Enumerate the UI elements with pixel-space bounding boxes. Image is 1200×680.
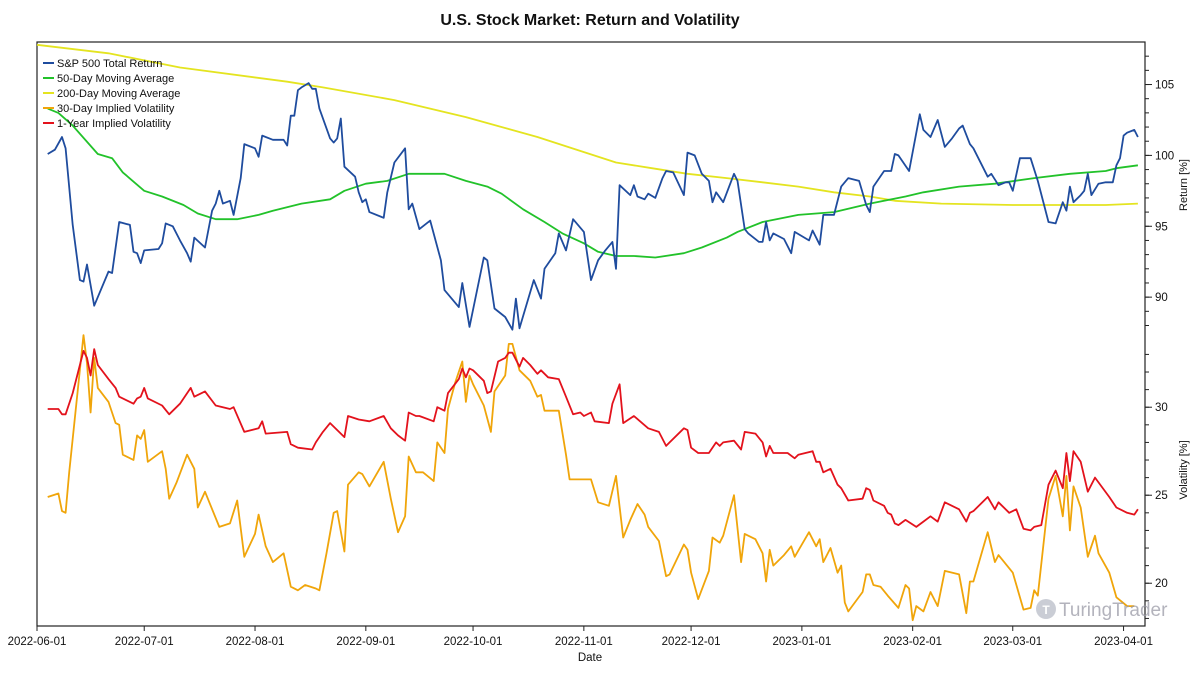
series-layer [36,43,1139,622]
x-tick-label: 2023-01-01 [772,636,831,648]
x-tick-label: 2023-04-01 [1094,636,1153,648]
y-tick-label-return: 90 [1155,292,1168,304]
x-tick-label: 2022-11-01 [555,636,613,648]
x-tick-label: 2022-08-01 [226,636,285,648]
x-tick-label: 2022-06-01 [8,636,67,648]
y-tick-label-return: 95 [1155,221,1168,233]
series-line-1-year-implied-volatility [47,348,1139,532]
watermark-text: TuringTrader [1059,600,1168,621]
x-axis-label: Date [578,652,602,664]
watermark: T TuringTrader [1036,599,1168,621]
legend-label: S&P 500 Total Return [57,58,162,70]
x-tick-label: 2023-02-01 [883,636,942,648]
chart-title: U.S. Stock Market: Return and Volatility [440,12,739,29]
y-tick-label-volatility: 20 [1155,578,1168,590]
y-axis-volatility-label: Volatility [%] [1178,440,1190,499]
y-tick-label-volatility: 25 [1155,490,1168,502]
legend-item: 200-Day Moving Average [43,88,180,100]
legend-item: S&P 500 Total Return [43,58,162,70]
legend-label: 50-Day Moving Average [57,73,174,85]
x-tick-label: 2022-10-01 [444,636,503,648]
y-tick-label-return: 105 [1155,80,1174,92]
legend-item: 50-Day Moving Average [43,73,174,85]
series-line-30-day-implied-volatility [47,334,1135,622]
plot-area [36,41,1146,627]
svg-text:T: T [1042,603,1050,617]
legend-item: 30-Day Implied Volatility [43,103,175,115]
legend-label: 1-Year Implied Volatility [57,118,171,130]
y-axis-return-label: Return [%] [1178,159,1190,211]
legend-label: 30-Day Implied Volatility [57,103,175,115]
y-tick-label-return: 100 [1155,150,1174,162]
legend-item: 1-Year Implied Volatility [43,118,171,130]
x-tick-label: 2022-07-01 [115,636,174,648]
x-tick-label: 2023-03-01 [983,636,1042,648]
series-line-s-p-500-total-return [47,82,1139,331]
x-tick-label: 2022-12-01 [662,636,721,648]
series-line-50-day-moving-average [47,107,1139,259]
y-tick-label-volatility: 30 [1155,402,1168,414]
turingtrader-logo-icon: T [1036,599,1056,619]
x-axis: 2022-06-01 2022-07-01 2022-08-01 2022-09-01… [8,626,1153,648]
x-tick-label: 2022-09-01 [336,636,395,648]
legend-label: 200-Day Moving Average [57,88,180,100]
y-axis-return: 90 95 100 105 [1145,55,1174,326]
legend: S&P 500 Total Return 50-Day Moving Averag… [43,58,180,130]
y-axis-volatility: 20 25 30 [1145,353,1168,619]
